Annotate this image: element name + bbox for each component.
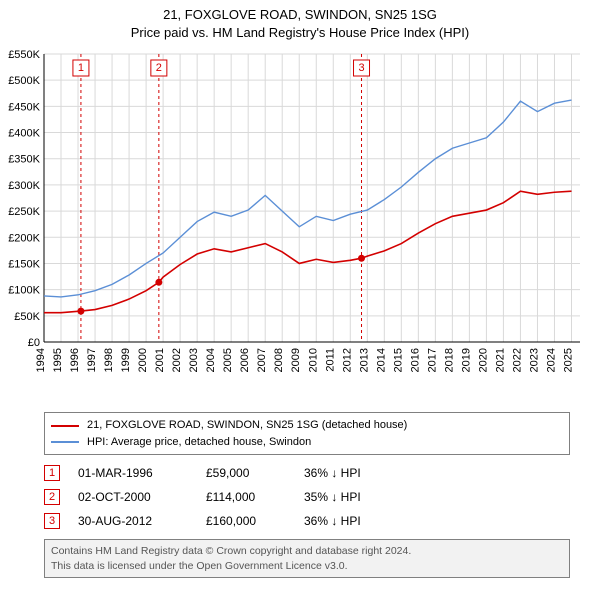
svg-text:£350K: £350K — [8, 154, 40, 166]
svg-text:£250K: £250K — [8, 206, 40, 218]
event-diff-2: 35% ↓ HPI — [304, 490, 361, 504]
svg-text:2007: 2007 — [256, 348, 268, 372]
svg-text:£0: £0 — [28, 337, 40, 349]
footer-line-2: This data is licensed under the Open Gov… — [51, 559, 563, 573]
svg-text:£50K: £50K — [14, 311, 40, 323]
svg-text:2008: 2008 — [273, 348, 285, 372]
footer: Contains HM Land Registry data © Crown c… — [44, 539, 570, 577]
event-row-2: 2 02-OCT-2000 £114,000 35% ↓ HPI — [44, 485, 570, 509]
svg-text:2021: 2021 — [494, 348, 506, 372]
svg-text:£500K: £500K — [8, 76, 40, 88]
chart-svg: £0 £50K £100K £150K £200K £250K £300K £350K £400… — [0, 46, 600, 406]
legend-swatch-hpi — [51, 441, 79, 443]
svg-text:2010: 2010 — [307, 348, 319, 372]
svg-text:1995: 1995 — [52, 348, 64, 372]
svg-text:2003: 2003 — [188, 348, 200, 372]
event-date-3: 30-AUG-2012 — [78, 514, 188, 528]
legend-row-hpi: HPI: Average price, detached house, Swin… — [51, 434, 563, 451]
svg-text:2005: 2005 — [222, 348, 234, 372]
event-price-1: £59,000 — [206, 466, 286, 480]
svg-text:1: 1 — [78, 62, 84, 74]
legend: 21, FOXGLOVE ROAD, SWINDON, SN25 1SG (de… — [44, 412, 570, 455]
svg-text:2014: 2014 — [375, 348, 387, 372]
svg-text:1997: 1997 — [86, 348, 98, 372]
svg-text:£200K: £200K — [8, 233, 40, 245]
svg-text:2002: 2002 — [171, 348, 183, 372]
footer-line-1: Contains HM Land Registry data © Crown c… — [51, 544, 563, 558]
event-date-1: 01-MAR-1996 — [78, 466, 188, 480]
legend-swatch-property — [51, 425, 79, 427]
svg-text:2025: 2025 — [562, 348, 574, 372]
svg-text:1994: 1994 — [35, 348, 47, 372]
svg-text:2016: 2016 — [409, 348, 421, 372]
svg-text:2001: 2001 — [154, 348, 166, 372]
svg-text:£300K: £300K — [8, 180, 40, 192]
legend-label-hpi: HPI: Average price, detached house, Swin… — [87, 434, 311, 451]
svg-text:£550K: £550K — [8, 49, 40, 61]
svg-text:£450K: £450K — [8, 102, 40, 114]
svg-text:2018: 2018 — [443, 348, 455, 372]
event-diff-1: 36% ↓ HPI — [304, 466, 361, 480]
svg-text:1996: 1996 — [69, 348, 81, 372]
title-line-2: Price paid vs. HM Land Registry's House … — [0, 24, 600, 42]
event-date-2: 02-OCT-2000 — [78, 490, 188, 504]
svg-text:2020: 2020 — [477, 348, 489, 372]
chart-title-block: 21, FOXGLOVE ROAD, SWINDON, SN25 1SG Pri… — [0, 0, 600, 46]
svg-text:1999: 1999 — [120, 348, 132, 372]
event-price-2: £114,000 — [206, 490, 286, 504]
svg-text:2009: 2009 — [290, 348, 302, 372]
svg-text:2013: 2013 — [358, 348, 370, 372]
svg-text:1998: 1998 — [103, 348, 115, 372]
svg-text:3: 3 — [358, 62, 364, 74]
svg-text:2023: 2023 — [528, 348, 540, 372]
svg-text:2004: 2004 — [205, 348, 217, 372]
event-price-3: £160,000 — [206, 514, 286, 528]
svg-text:2019: 2019 — [460, 348, 472, 372]
event-row-1: 1 01-MAR-1996 £59,000 36% ↓ HPI — [44, 461, 570, 485]
svg-text:2024: 2024 — [545, 348, 557, 372]
svg-text:2011: 2011 — [324, 348, 336, 372]
title-line-1: 21, FOXGLOVE ROAD, SWINDON, SN25 1SG — [0, 6, 600, 24]
svg-text:2000: 2000 — [137, 348, 149, 372]
legend-label-property: 21, FOXGLOVE ROAD, SWINDON, SN25 1SG (de… — [87, 417, 407, 434]
svg-text:2022: 2022 — [511, 348, 523, 372]
svg-text:£150K: £150K — [8, 259, 40, 271]
event-diff-3: 36% ↓ HPI — [304, 514, 361, 528]
svg-text:£100K: £100K — [8, 285, 40, 297]
svg-text:2017: 2017 — [426, 348, 438, 372]
legend-row-property: 21, FOXGLOVE ROAD, SWINDON, SN25 1SG (de… — [51, 417, 563, 434]
svg-text:£400K: £400K — [8, 128, 40, 140]
svg-text:2015: 2015 — [392, 348, 404, 372]
event-marker-1: 1 — [44, 465, 60, 481]
svg-text:2012: 2012 — [341, 348, 353, 372]
event-marker-3: 3 — [44, 513, 60, 529]
event-marker-2: 2 — [44, 489, 60, 505]
chart-area: £0 £50K £100K £150K £200K £250K £300K £350K £400… — [0, 46, 600, 406]
svg-text:2006: 2006 — [239, 348, 251, 372]
events-block: 1 01-MAR-1996 £59,000 36% ↓ HPI 2 02-OCT… — [44, 461, 570, 533]
svg-text:2: 2 — [156, 62, 162, 74]
event-row-3: 3 30-AUG-2012 £160,000 36% ↓ HPI — [44, 509, 570, 533]
